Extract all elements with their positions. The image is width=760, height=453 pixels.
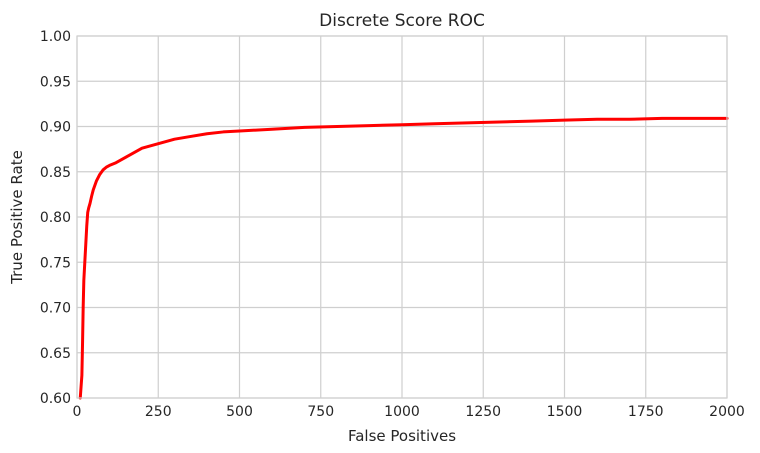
y-tick-label: 0.90 — [40, 120, 71, 136]
y-tick-label: 0.85 — [40, 165, 71, 181]
x-tick-label: 0 — [73, 404, 82, 420]
y-tick-label: 0.80 — [40, 210, 71, 226]
chart-title: Discrete Score ROC — [319, 11, 485, 31]
x-tick-label: 1750 — [628, 404, 664, 420]
grid-layer — [76, 35, 728, 399]
y-tick-label: 0.65 — [40, 346, 71, 362]
y-axis-label: True Positive Rate — [8, 150, 26, 285]
x-axis-label: False Positives — [348, 427, 456, 445]
x-tick-label: 500 — [226, 404, 253, 420]
tick-layer: 0 250 500 750 1000 1250 1500 1750 2000 0.60 0.65 0.… — [40, 29, 745, 420]
plot-frame — [76, 35, 728, 399]
roc-curve-line — [78, 116, 729, 400]
y-tick-label: 0.60 — [40, 391, 71, 407]
x-tick-label: 1500 — [547, 404, 583, 420]
y-tick-label: 1.00 — [40, 29, 71, 45]
y-tick-label: 0.95 — [40, 74, 71, 90]
x-tick-label: 750 — [307, 404, 334, 420]
series-layer — [78, 116, 729, 400]
x-tick-label: 250 — [145, 404, 172, 420]
x-tick-label: 2000 — [709, 404, 745, 420]
y-tick-label: 0.75 — [40, 255, 71, 271]
x-tick-label: 1250 — [465, 404, 501, 420]
x-tick-label: 1000 — [384, 404, 420, 420]
y-tick-label: 0.70 — [40, 301, 71, 317]
